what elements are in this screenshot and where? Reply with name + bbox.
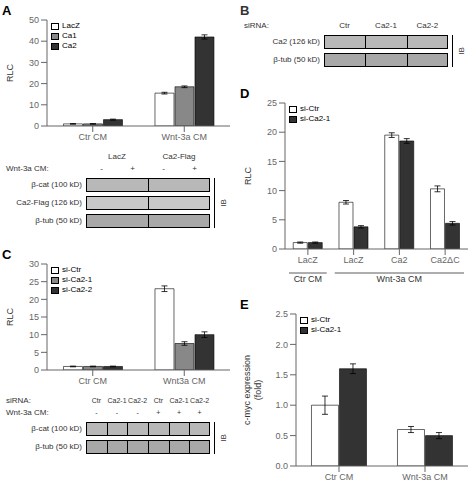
svg-text:0.0: 0.0 — [275, 461, 288, 471]
html-text:Ca1: Ca1 — [62, 31, 77, 40]
html-text:β-cat (100 kD): β-cat (100 kD) — [31, 424, 82, 433]
html-text:Ca2: Ca2 — [62, 41, 77, 50]
html-text:siRNA:: siRNA: — [6, 396, 31, 405]
svg-text:Ca2: Ca2 — [391, 255, 408, 265]
svg-text:LacZ: LacZ — [344, 255, 365, 265]
html-text:E: E — [240, 297, 249, 312]
html-text:Wnt-3a CM:: Wnt-3a CM: — [6, 164, 49, 173]
svg-text:50: 50 — [29, 15, 39, 25]
html-text:RLC: RLC — [4, 64, 14, 82]
html-text:si-Ca2-2: si-Ca2-2 — [62, 285, 93, 294]
html-text:A: A — [2, 3, 12, 18]
svg-text:10: 10 — [29, 100, 39, 110]
svg-text:0.5: 0.5 — [275, 431, 288, 441]
html-text:Ca2-Flag: Ca2-Flag — [162, 152, 196, 161]
svg-text:2.5: 2.5 — [275, 309, 288, 319]
html-text:si-Ca2-1: si-Ca2-1 — [311, 325, 342, 334]
html-text:IB: IB — [219, 434, 228, 442]
html-text:si-Ctr: si-Ctr — [62, 265, 82, 274]
html-text:si-Ctr: si-Ctr — [311, 315, 331, 324]
html-text:B: B — [240, 3, 250, 18]
svg-text:25: 25 — [267, 98, 277, 108]
svg-text:5: 5 — [34, 348, 39, 358]
svg-text:1.0: 1.0 — [275, 400, 288, 410]
svg-text:Ca2ΔC: Ca2ΔC — [431, 255, 461, 265]
svg-text:40: 40 — [29, 36, 39, 46]
html-text:Ca2-2: Ca2-2 — [416, 21, 439, 30]
html-text:Wnt-3a CM:: Wnt-3a CM: — [6, 408, 49, 417]
html-text:Ca2-1: Ca2-1 — [375, 21, 397, 30]
svg-text:Wnt-3a CM: Wnt-3a CM — [161, 132, 207, 142]
html-text:Ctr: Ctr — [153, 397, 163, 404]
svg-text:Wnt-3a CM: Wnt-3a CM — [402, 472, 448, 482]
html-text:Ca2 (126 kD): Ca2 (126 kD) — [272, 37, 320, 46]
html-text:C: C — [2, 247, 12, 262]
html-text:siRNA:: siRNA: — [244, 21, 269, 30]
svg-text:15: 15 — [267, 157, 277, 167]
html-text:β-tub (50 kD): β-tub (50 kD) — [35, 216, 82, 225]
html-text:Ca2-1 Ca2-2: Ca2-1 Ca2-2 — [107, 397, 148, 404]
svg-text:Ctr CM: Ctr CM — [294, 274, 323, 284]
html-text:Ctr: Ctr — [91, 397, 101, 404]
svg-text:5: 5 — [272, 215, 277, 225]
svg-text:10: 10 — [267, 186, 277, 196]
svg-text:20: 20 — [29, 295, 39, 305]
html-text:IB: IB — [457, 47, 466, 55]
svg-text:2.0: 2.0 — [275, 340, 288, 350]
html-text:D: D — [240, 86, 250, 101]
html-text:β-tub (50 kD): β-tub (50 kD) — [273, 55, 320, 64]
svg-text:10: 10 — [29, 330, 39, 340]
html-text:RLC: RLC — [4, 308, 14, 326]
svg-text:Ctr CM: Ctr CM — [325, 472, 354, 482]
html-text:si-Ca2-1: si-Ca2-1 — [62, 275, 93, 284]
svg-text:30: 30 — [29, 259, 39, 269]
html-text:Ca2-Flag (126 kD): Ca2-Flag (126 kD) — [16, 198, 82, 207]
svg-text:Ctr CM: Ctr CM — [79, 132, 108, 142]
svg-text:0: 0 — [272, 244, 277, 254]
html-text:si-Ca2-1: si-Ca2-1 — [300, 114, 331, 123]
html-text:β-cat (100 kD): β-cat (100 kD) — [31, 180, 82, 189]
svg-text:0: 0 — [34, 121, 39, 131]
svg-text:Wnt3a CM: Wnt3a CM — [163, 376, 206, 386]
html-text:Ca2-1 Ca2-2: Ca2-1 Ca2-2 — [169, 397, 210, 404]
html-text:β-tub (50 kD): β-tub (50 kD) — [35, 442, 82, 451]
html-text:Ctr: Ctr — [339, 21, 350, 30]
svg-text:0: 0 — [34, 365, 39, 375]
html-text:RLC: RLC — [242, 167, 252, 185]
svg-text:15: 15 — [29, 312, 39, 322]
svg-text:20: 20 — [267, 127, 277, 137]
html-text:LacZ: LacZ — [62, 21, 80, 30]
svg-text:1.5: 1.5 — [275, 370, 288, 380]
svg-text:30: 30 — [29, 58, 39, 68]
svg-text:20: 20 — [29, 79, 39, 89]
html-text:LacZ: LacZ — [108, 152, 126, 161]
html-text:si-Ctr: si-Ctr — [300, 104, 320, 113]
svg-text:Ctr CM: Ctr CM — [79, 376, 108, 386]
html-text:IB: IB — [219, 199, 228, 207]
svg-text:LacZ: LacZ — [298, 255, 319, 265]
svg-text:25: 25 — [29, 277, 39, 287]
svg-text:Wnt-3a CM: Wnt-3a CM — [377, 274, 423, 284]
html-text:c-myc expression (fold): c-myc expression (fold) — [242, 355, 263, 425]
